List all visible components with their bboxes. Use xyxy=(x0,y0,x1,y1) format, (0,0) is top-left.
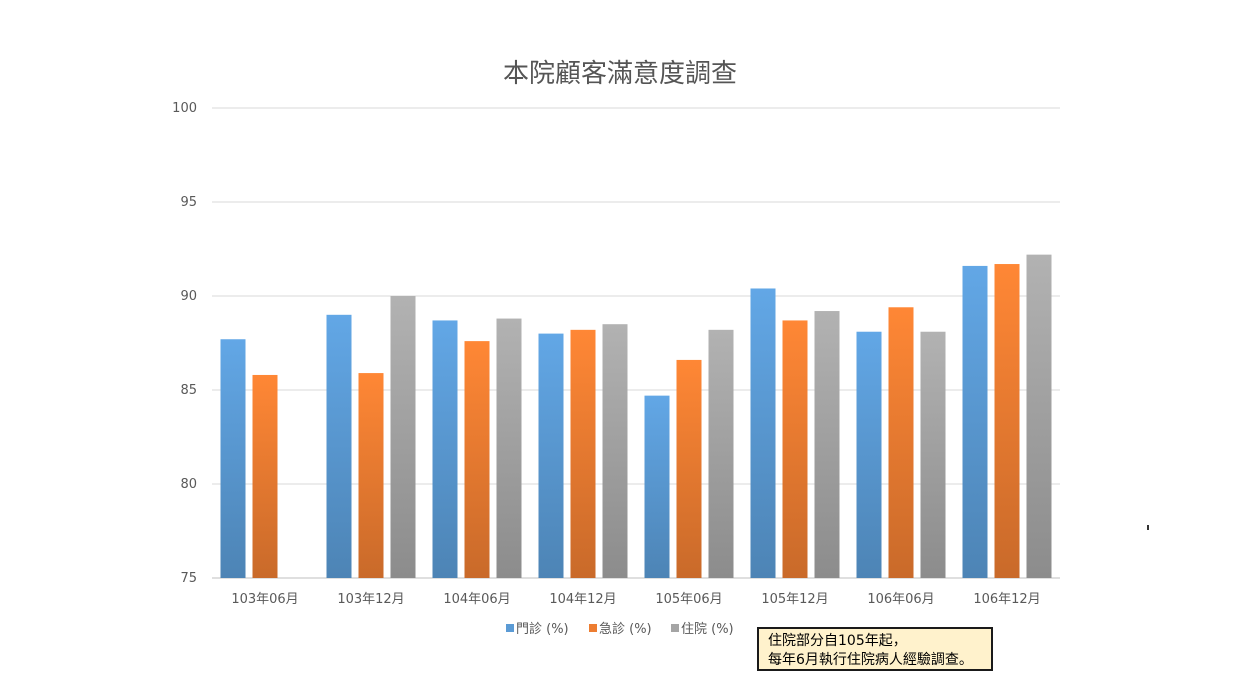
bar-outpatient xyxy=(538,333,564,578)
bars xyxy=(220,254,1052,578)
y-tick-label: 75 xyxy=(180,571,197,586)
bar-outpatient xyxy=(220,339,246,578)
bar-outpatient xyxy=(750,288,776,578)
x-tick-label: 103年12月 xyxy=(337,592,404,607)
grid-lines xyxy=(212,107,1060,579)
chart-title: 本院顧客滿意度調查 xyxy=(503,59,737,89)
legend-label: 急診 (%) xyxy=(599,621,652,637)
x-tick-label: 105年06月 xyxy=(655,592,722,607)
bar-outpatient xyxy=(644,395,670,578)
bar-outpatient xyxy=(962,265,988,578)
bar-inpatient xyxy=(814,311,840,578)
bar-outpatient xyxy=(326,314,352,578)
x-tick-label: 104年12月 xyxy=(549,592,616,607)
note-box: 住院部分自105年起， 每年6月執行住院病人經驗調查。 xyxy=(757,627,993,671)
bar-emergency xyxy=(358,373,384,578)
bar-inpatient xyxy=(708,329,734,578)
bar-emergency xyxy=(782,320,808,578)
bar-inpatient xyxy=(496,318,522,578)
legend-swatch xyxy=(506,624,514,632)
x-tick-label: 103年06月 xyxy=(231,592,298,607)
x-axis-ticks: 103年06月 103年12月 104年06月 104年12月 105年06月 105年1… xyxy=(231,592,1040,607)
bar-emergency xyxy=(252,374,278,578)
bar-inpatient xyxy=(390,296,416,578)
bar-emergency xyxy=(888,307,914,578)
x-tick-label: 104年06月 xyxy=(443,592,510,607)
bar-emergency xyxy=(676,359,702,578)
y-tick-label: 95 xyxy=(180,195,197,210)
legend-swatch xyxy=(589,624,597,632)
bar-inpatient xyxy=(920,331,946,578)
bar-inpatient xyxy=(602,324,628,578)
y-tick-label: 85 xyxy=(180,383,197,398)
bar-emergency xyxy=(464,341,490,578)
bar-outpatient xyxy=(432,320,458,578)
bar-emergency xyxy=(994,264,1020,578)
legend: 門診 (%) 急診 (%) 住院 (%) xyxy=(506,621,734,637)
y-axis-ticks: 75 80 85 90 95 100 xyxy=(172,101,197,586)
x-tick-label: 105年12月 xyxy=(761,592,828,607)
stray-mark xyxy=(1147,525,1149,530)
bar-outpatient xyxy=(856,331,882,578)
y-tick-label: 80 xyxy=(180,477,197,492)
legend-label: 門診 (%) xyxy=(516,621,569,637)
x-tick-label: 106年06月 xyxy=(867,592,934,607)
y-tick-label: 100 xyxy=(172,101,197,116)
note-line-1: 住院部分自105年起， xyxy=(768,633,907,649)
bar-emergency xyxy=(570,329,596,578)
legend-label: 住院 (%) xyxy=(681,622,734,637)
y-tick-label: 90 xyxy=(180,289,197,304)
note-line-2: 每年6月執行住院病人經驗調查。 xyxy=(768,652,973,668)
legend-swatch xyxy=(671,624,679,632)
x-tick-label: 106年12月 xyxy=(973,592,1040,607)
bar-inpatient xyxy=(1026,254,1052,578)
